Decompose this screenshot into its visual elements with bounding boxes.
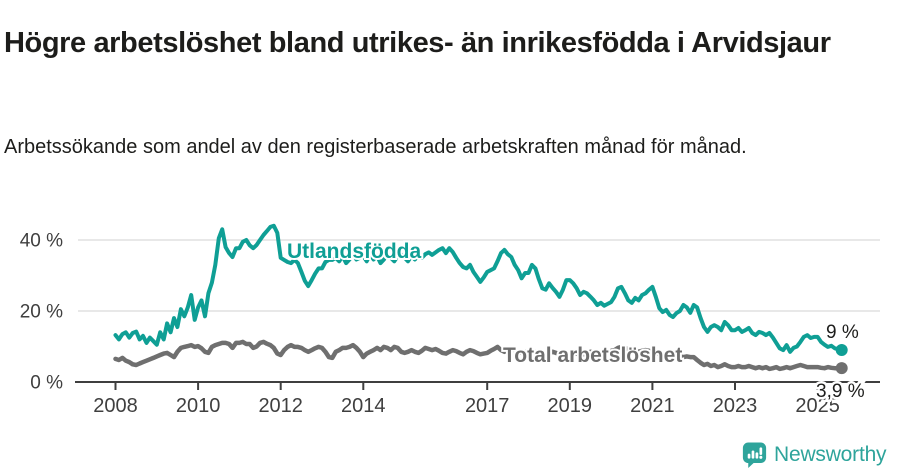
x-tick-label: 2012 [258, 395, 303, 417]
newsworthy-logo[interactable]: Newsworthy [742, 441, 887, 469]
x-tick-label: 2023 [713, 395, 758, 417]
y-tick-label: 20 % [20, 302, 63, 323]
page-title: Högre arbetslöshet bland utrikes- än inr… [4, 27, 831, 60]
x-tick-label: 2025 [795, 395, 840, 417]
x-tick-label: 2017 [465, 395, 510, 417]
x-tick-label: 2008 [93, 395, 138, 417]
y-tick-label: 0 % [30, 373, 63, 394]
x-tick-label: 2021 [630, 395, 675, 417]
x-tick-label: 2014 [341, 395, 386, 417]
newsworthy-wordmark: Newsworthy [774, 443, 887, 466]
series-label-0: Utlandsfödda [287, 240, 421, 263]
series-line-0 [113, 223, 844, 354]
page-subtitle: Arbetssökande som andel av den registerb… [4, 136, 747, 158]
newsworthy-bubble-icon [742, 442, 767, 468]
x-tick-label: 2019 [548, 395, 593, 417]
series-end-value-0: 9 % [826, 322, 859, 343]
series-end-dot-0 [835, 344, 848, 357]
series-end-value-1: 3,9 % [816, 381, 865, 402]
x-tick-label: 2010 [176, 395, 221, 417]
y-tick-label: 40 % [20, 231, 63, 252]
series-label-1: Total arbetslöshet [503, 344, 682, 367]
series-end-dot-1 [835, 362, 848, 375]
series-line-1 [113, 339, 844, 372]
